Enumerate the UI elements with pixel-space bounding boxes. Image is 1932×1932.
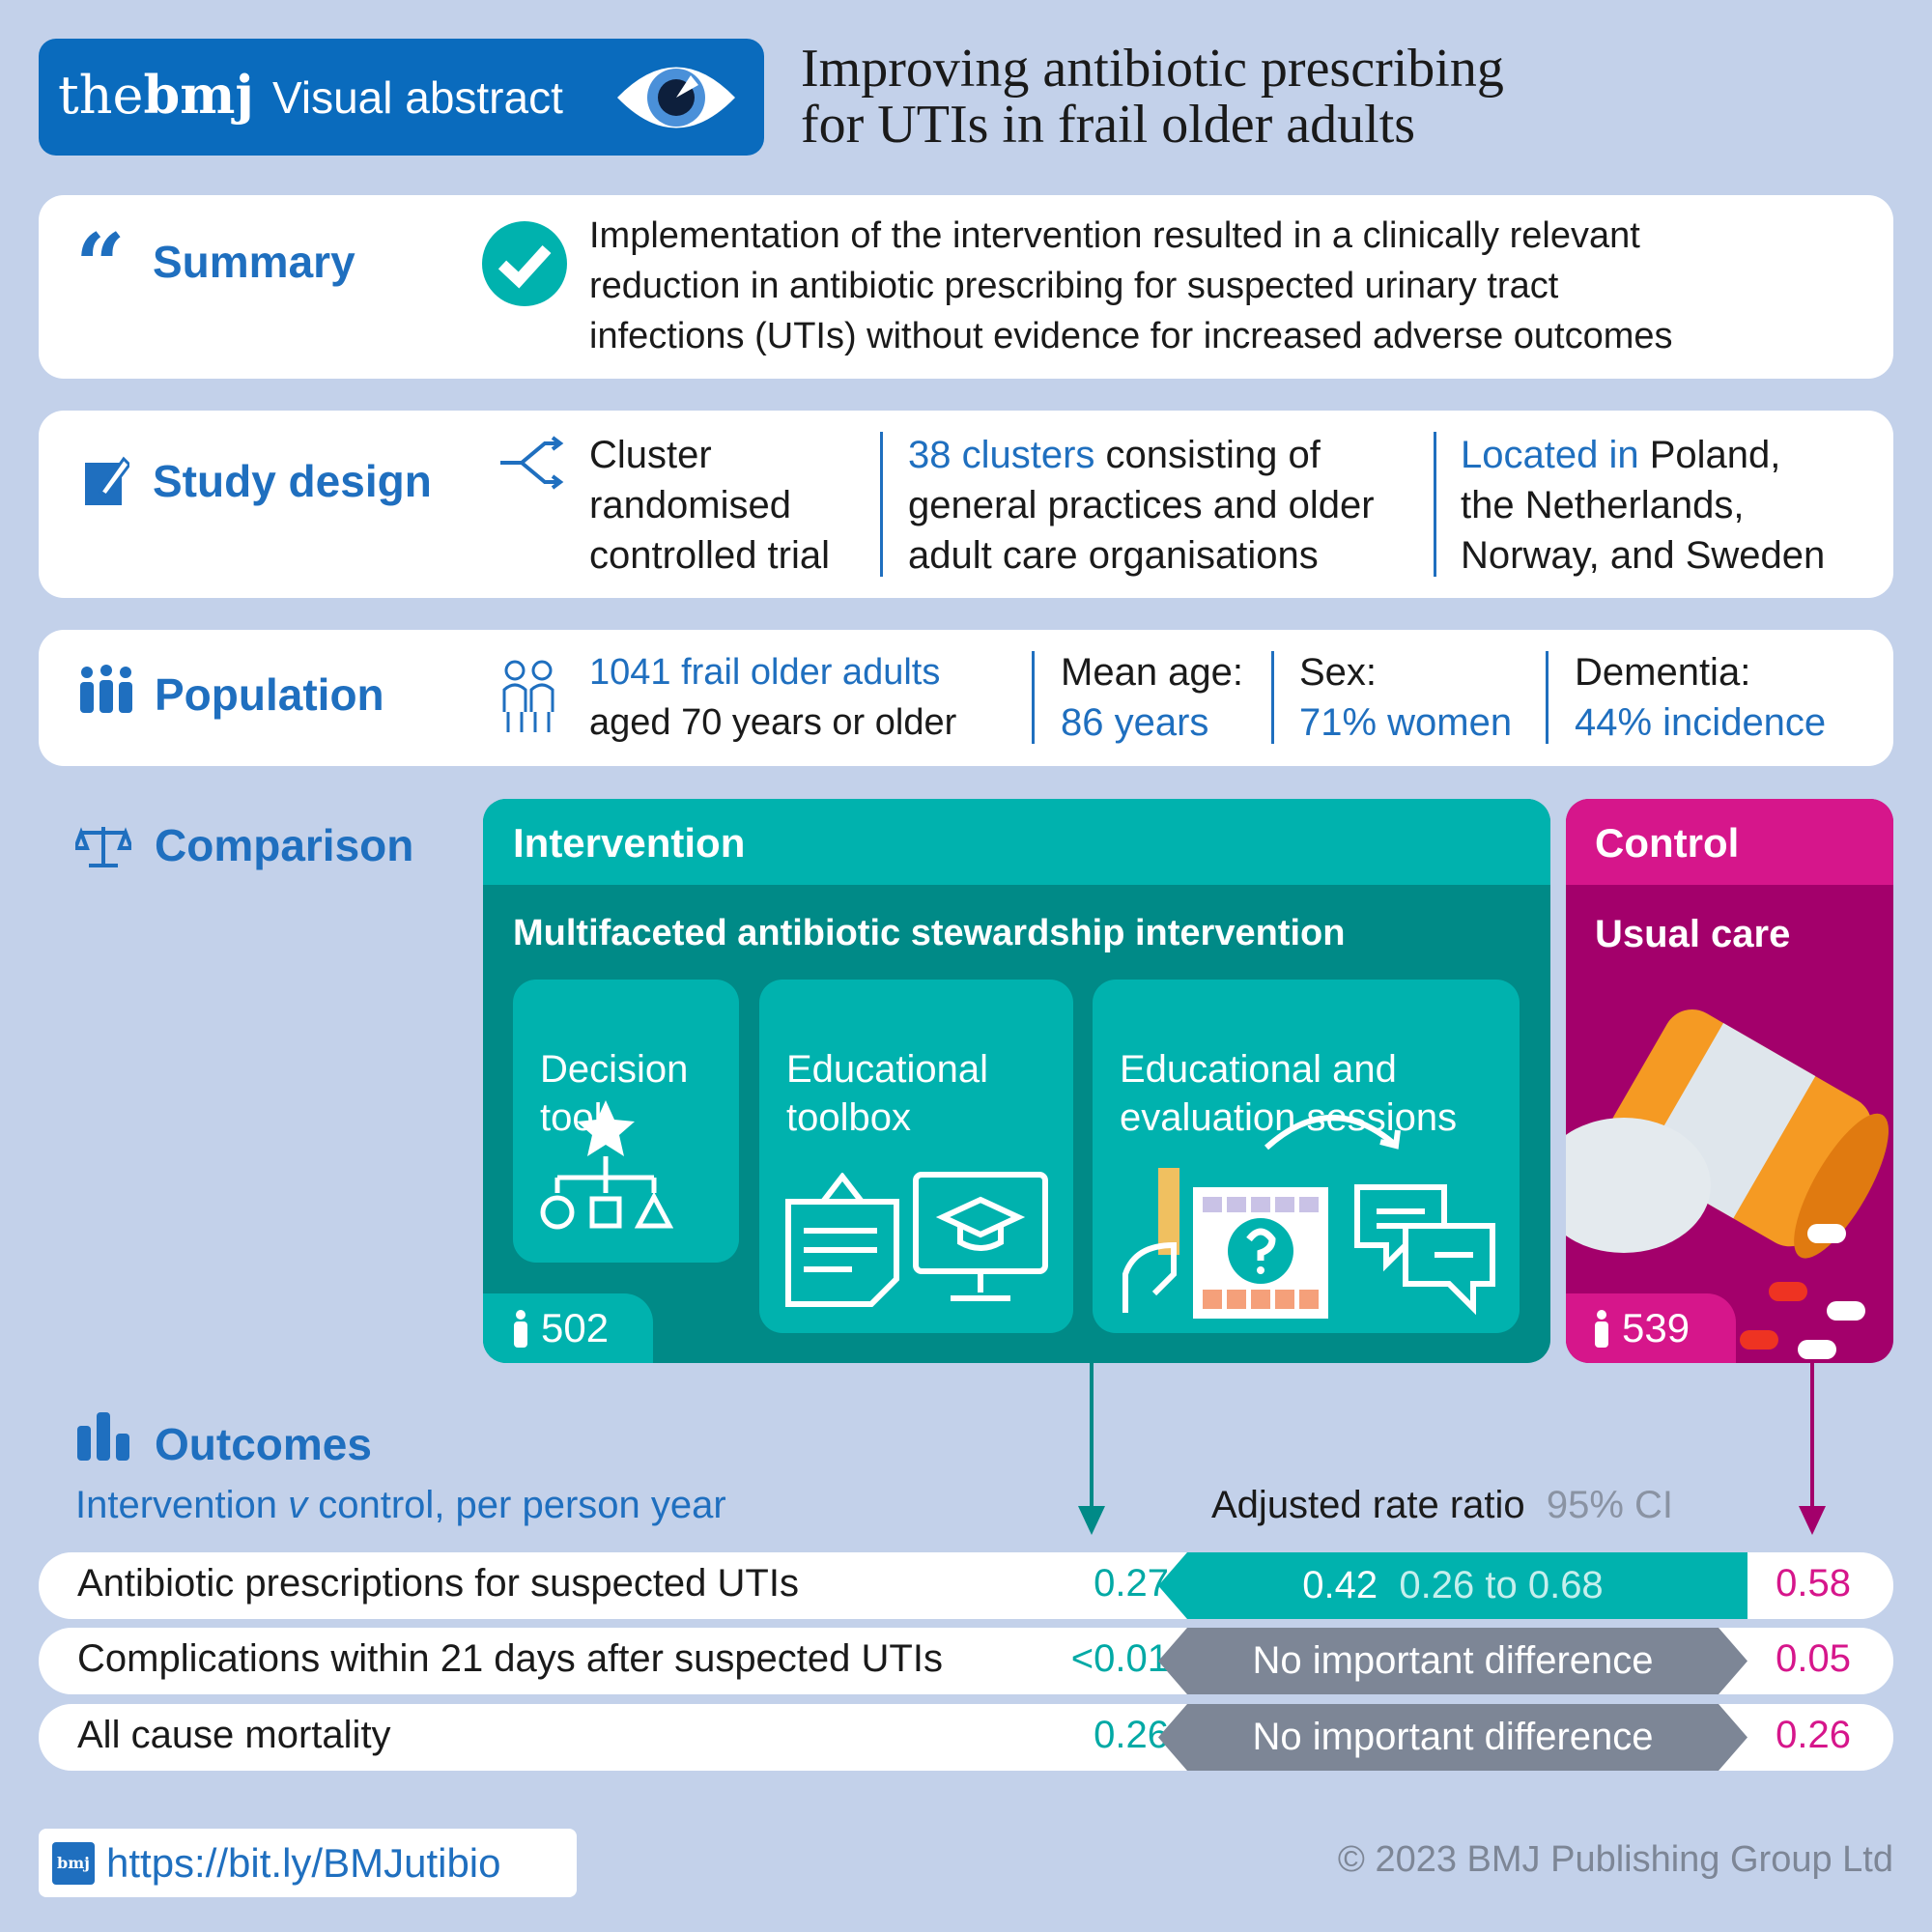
dementia: Dementia: 44% incidence: [1575, 651, 1827, 744]
check-circle-icon: [482, 221, 567, 306]
population-card: Population 1041 frail older adults aged …: [39, 630, 1893, 766]
summary-heading: Summary: [153, 237, 355, 287]
pencil-icon: [85, 456, 129, 505]
page-title: Improving antibiotic prescribing for UTI…: [801, 39, 1504, 155]
copyright: © 2023 BMJ Publishing Group Ltd: [1337, 1839, 1893, 1880]
people-icon: [80, 665, 132, 713]
control-arrow: [1799, 1363, 1826, 1535]
divider: [1546, 651, 1548, 744]
brand-banner: thebmj Visual abstract: [39, 39, 764, 156]
document-icon: [785, 1173, 899, 1307]
monitor-graduation-icon: [913, 1172, 1048, 1301]
control-value: 0.05: [1776, 1637, 1851, 1680]
visual-abstract-label: Visual abstract: [272, 72, 563, 123]
sex: Sex: 71% women: [1299, 651, 1513, 744]
control-panel: Control Usual care 539: [1566, 799, 1893, 1363]
bar-chart-icon: [77, 1412, 129, 1461]
educational-toolbox-card: Educational toolbox: [759, 980, 1073, 1333]
evaluation-chart-icon: [1122, 1168, 1495, 1319]
control-title: Usual care: [1595, 913, 1791, 955]
divider: [880, 432, 883, 577]
control-value: 0.58: [1776, 1562, 1851, 1605]
comparison-heading: Comparison: [155, 820, 414, 870]
sessions-card: Educational and evaluation sessions: [1093, 980, 1520, 1333]
population-count: 1041 frail older adults aged 70 years or…: [589, 652, 957, 743]
decision-tree-icon: [540, 1100, 673, 1230]
intervention-title: Multifaceted antibiotic stewardship inte…: [513, 913, 1346, 953]
population-heading: Population: [155, 669, 384, 720]
study-design-heading: Study design: [153, 456, 432, 506]
rate-ratio-band: 0.42 0.26 to 0.68: [1158, 1552, 1747, 1619]
intervention-n-badge: 502: [483, 1293, 653, 1363]
two-people-icon: [502, 660, 554, 732]
design-type: Cluster randomised controlled trial: [589, 434, 831, 577]
person-icon: [514, 1310, 527, 1348]
decision-tool-card: Decision tool: [513, 980, 739, 1263]
divider: [1271, 651, 1274, 744]
summary-card: “ Summary Implementation of the interven…: [39, 195, 1893, 379]
intervention-panel: Intervention Multifaceted antibiotic ste…: [483, 799, 1550, 1363]
pill-bottle-illustration: [1566, 1009, 1889, 1359]
no-difference-band: No important difference: [1158, 1704, 1747, 1771]
intervention-value: 0.27: [1094, 1562, 1169, 1605]
control-label: Control: [1595, 820, 1740, 866]
study-design-card: Study design Cluster randomised controll…: [39, 411, 1893, 598]
scales-icon: [75, 827, 131, 867]
randomise-arrows-icon: [500, 436, 564, 490]
mean-age: Mean age: 86 years: [1061, 651, 1244, 744]
ratio-header: Adjusted rate ratio 95% CI: [1211, 1484, 1674, 1526]
outcomes-subtitle: Intervention v control, per person year: [75, 1484, 726, 1526]
no-difference-band: No important difference: [1158, 1628, 1747, 1694]
intervention-arrow: [1078, 1363, 1105, 1535]
clusters-info: 38 clusters consisting of general practi…: [908, 434, 1375, 577]
bmj-logo: thebmj: [58, 64, 254, 126]
footer-link-box[interactable]: bmj https://bit.ly/BMJutibio: [39, 1829, 577, 1897]
control-header: [1566, 799, 1893, 885]
eye-icon: [617, 67, 735, 128]
footer-link[interactable]: https://bit.ly/BMJutibio: [106, 1840, 501, 1886]
curved-arrow-icon: [1264, 1115, 1401, 1151]
intervention-header: [483, 799, 1550, 885]
outcomes-heading: Outcomes: [155, 1419, 372, 1469]
bmj-small-logo: bmj: [52, 1842, 95, 1885]
person-icon: [1595, 1310, 1608, 1348]
summary-text: Implementation of the intervention resul…: [589, 215, 1673, 356]
control-value: 0.26: [1776, 1714, 1851, 1756]
location-info: Located in Poland, the Netherlands, Norw…: [1461, 434, 1826, 577]
intervention-label: Intervention: [513, 820, 746, 866]
intervention-value: 0.26: [1094, 1714, 1169, 1756]
divider: [1434, 432, 1436, 577]
intervention-value: <0.01: [1070, 1637, 1169, 1680]
divider: [1032, 651, 1035, 744]
quote-icon: “: [75, 214, 126, 317]
control-n-badge: 539: [1566, 1293, 1736, 1363]
